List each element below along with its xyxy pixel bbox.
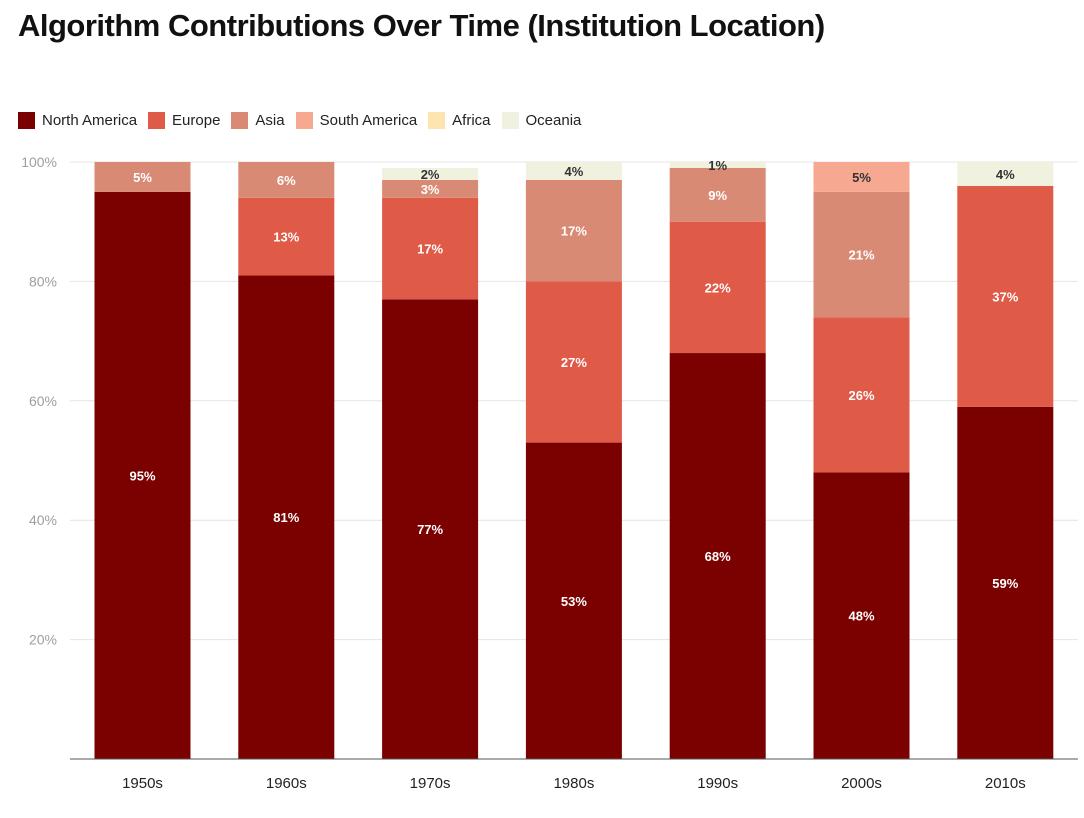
bar-segment-asia-1950s — [94, 162, 191, 192]
data-label: 77% — [417, 522, 443, 537]
legend-label-europe: Europe — [172, 112, 221, 129]
data-label: 3% — [421, 182, 440, 197]
data-label: 26% — [848, 388, 874, 403]
data-label: 6% — [277, 173, 296, 188]
bar-segment-europe-1970s — [382, 197, 479, 300]
data-label: 48% — [848, 609, 874, 624]
data-label: 13% — [273, 230, 299, 245]
x-tick-label: 1960s — [266, 775, 307, 792]
legend-item-south-america: South America — [295, 112, 418, 129]
bar-segment-oceania-1980s — [525, 162, 622, 180]
bar-segment-north-america-1990s — [669, 353, 766, 759]
legend-label-north-america: North America — [42, 112, 138, 129]
legend-label-asia: Asia — [255, 112, 285, 129]
legend-swatch-asia — [231, 112, 249, 129]
data-label: 68% — [705, 549, 731, 564]
bar-segment-europe-2010s — [957, 185, 1054, 407]
x-tick-label: 1980s — [553, 775, 594, 792]
bar-segment-oceania-1970s — [382, 167, 479, 180]
legend-item-africa: Africa — [428, 112, 491, 129]
bar-segment-europe-1960s — [238, 197, 335, 276]
data-label: 21% — [848, 248, 874, 263]
data-label: 53% — [561, 594, 587, 609]
data-label: 17% — [561, 224, 587, 239]
bar-segment-south-america-2000s — [813, 162, 910, 192]
bar-segment-europe-1990s — [669, 221, 766, 354]
data-label: 95% — [129, 468, 155, 483]
bar-segment-oceania-2010s — [957, 162, 1054, 186]
data-label: 22% — [705, 280, 731, 295]
y-tick-label: 20% — [29, 632, 57, 648]
legend-label-oceania: Oceania — [525, 112, 582, 129]
legend-item-asia: Asia — [231, 112, 285, 129]
data-label: 59% — [992, 576, 1018, 591]
data-label: 37% — [992, 289, 1018, 304]
legend-item-europe: Europe — [148, 112, 220, 129]
data-label: 1% — [708, 158, 727, 173]
bar-segment-asia-1970s — [382, 179, 479, 198]
data-label: 27% — [561, 355, 587, 370]
data-label: 5% — [133, 170, 152, 185]
legend-item-oceania: Oceania — [501, 112, 582, 129]
data-label: 4% — [996, 167, 1015, 182]
bar-segment-asia-1990s — [669, 167, 766, 222]
data-label: 4% — [565, 164, 584, 179]
legend-swatch-europe — [148, 112, 166, 129]
bar-segment-europe-1980s — [525, 281, 622, 443]
x-tick-label: 1950s — [122, 775, 163, 792]
chart-legend: North America Europe Asia South America … — [18, 112, 592, 129]
bar-segment-north-america-1970s — [382, 299, 479, 759]
legend-label-south-america: South America — [319, 112, 418, 129]
legend-swatch-south-america — [295, 112, 313, 129]
chart-title: Algorithm Contributions Over Time (Insti… — [18, 8, 825, 43]
y-tick-label: 40% — [29, 512, 57, 528]
bar-segment-asia-1960s — [238, 162, 335, 198]
x-tick-label: 1970s — [410, 775, 451, 792]
data-label: 9% — [708, 188, 727, 203]
y-tick-label: 100% — [21, 154, 57, 170]
data-label: 17% — [417, 242, 443, 257]
bar-segment-asia-2000s — [813, 191, 910, 318]
y-tick-label: 80% — [29, 273, 57, 289]
bar-segment-asia-1980s — [525, 179, 622, 282]
legend-label-africa: Africa — [452, 112, 491, 129]
data-label: 5% — [852, 170, 871, 185]
data-label: 2% — [421, 167, 440, 182]
bar-segment-north-america-2010s — [957, 406, 1054, 759]
bar-segment-north-america-2000s — [813, 472, 910, 759]
bar-segment-europe-2000s — [813, 317, 910, 473]
x-tick-label: 2000s — [841, 775, 882, 792]
legend-swatch-oceania — [501, 112, 519, 129]
bar-segment-north-america-1980s — [525, 442, 622, 759]
data-label: 81% — [273, 510, 299, 525]
legend-swatch-africa — [428, 112, 446, 129]
x-tick-label: 1990s — [697, 775, 738, 792]
bar-segment-north-america-1960s — [238, 275, 335, 759]
y-tick-label: 60% — [29, 393, 57, 409]
legend-swatch-north-america — [18, 112, 35, 129]
x-tick-label: 2010s — [985, 775, 1026, 792]
bar-segment-north-america-1950s — [94, 191, 191, 760]
bar-segment-oceania-1990s — [669, 162, 766, 168]
legend-item-north-america: North America — [18, 112, 137, 129]
